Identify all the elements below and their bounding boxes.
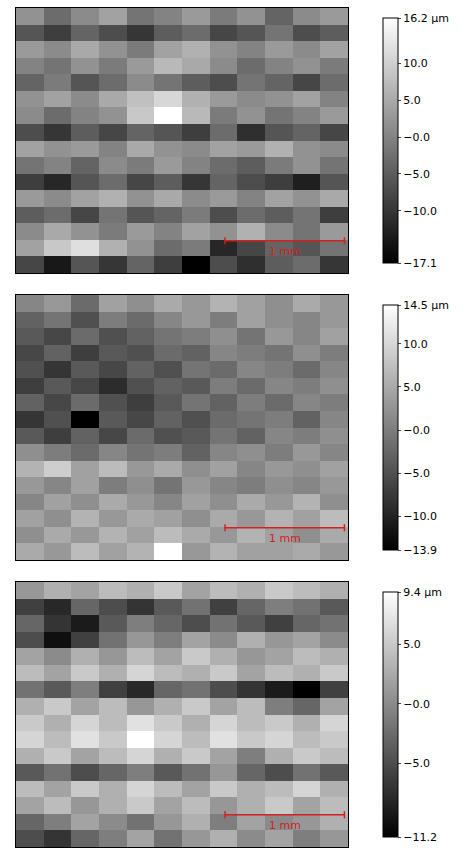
svg-text:−5.0: −5.0 [403, 757, 430, 770]
svg-text:9.4 µm: 9.4 µm [403, 586, 442, 599]
svg-text:1 mm: 1 mm [269, 819, 301, 832]
svg-text:5.0: 5.0 [403, 94, 421, 107]
svg-text:−11.2: −11.2 [403, 831, 437, 844]
svg-text:−0.0: −0.0 [403, 424, 430, 437]
svg-text:16.2 µm: 16.2 µm [403, 12, 449, 25]
svg-text:1 mm: 1 mm [269, 532, 301, 545]
svg-text:5.0: 5.0 [403, 638, 421, 651]
svg-text:14.5 µm: 14.5 µm [403, 299, 449, 312]
svg-text:−5.0: −5.0 [403, 467, 430, 480]
svg-text:−0.0: −0.0 [403, 131, 430, 144]
svg-text:10.0: 10.0 [403, 338, 428, 351]
svg-text:−0.0: −0.0 [403, 698, 430, 711]
svg-text:1 mm: 1 mm [269, 245, 301, 258]
svg-text:−5.0: −5.0 [403, 168, 430, 181]
svg-text:5.0: 5.0 [403, 381, 421, 394]
svg-text:−10.0: −10.0 [403, 510, 437, 523]
svg-text:−17.1: −17.1 [403, 257, 437, 270]
svg-text:−13.9: −13.9 [403, 544, 437, 557]
svg-text:−10.0: −10.0 [403, 205, 437, 218]
svg-text:10.0: 10.0 [403, 57, 428, 70]
